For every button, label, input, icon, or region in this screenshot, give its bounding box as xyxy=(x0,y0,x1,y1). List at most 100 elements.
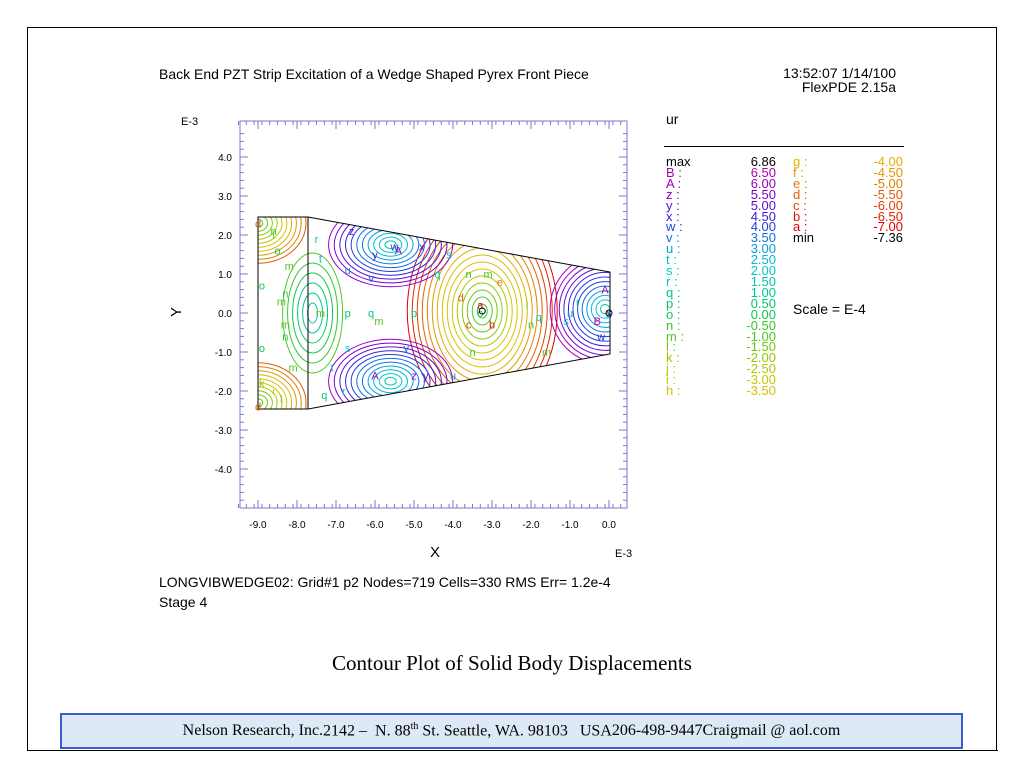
legend-level-row-20: h : -3.50 xyxy=(666,383,776,399)
legend-level-value: 2.50 xyxy=(750,252,776,268)
contour-line xyxy=(258,217,288,248)
x-tick-label: -3.0 xyxy=(483,520,501,531)
contour-label: o xyxy=(259,281,265,293)
legend-level-label: A : xyxy=(666,175,682,191)
contour-label: o xyxy=(477,308,483,320)
contour-line xyxy=(581,285,610,333)
contour-line xyxy=(258,362,307,409)
contour-label: u xyxy=(567,308,573,320)
x-tick-label: -4.0 xyxy=(444,520,462,531)
run-info: LONGVIBWEDGE02: Grid#1 p2 Nodes=719 Cell… xyxy=(159,574,611,590)
contour-label: z xyxy=(411,370,417,382)
contour-label: B xyxy=(594,316,601,328)
legend-level-value: 2.00 xyxy=(750,263,776,279)
contour-line xyxy=(451,268,513,354)
contour-line xyxy=(333,342,448,409)
legend-level-label: s : xyxy=(666,263,680,279)
contour-label: v xyxy=(403,343,409,355)
x-tick-label: -1.0 xyxy=(561,520,579,531)
contour-line xyxy=(471,296,493,326)
contour-line xyxy=(302,292,324,334)
contour-line xyxy=(258,217,307,264)
contour-label: i xyxy=(272,386,274,398)
legend-level-row-17: k : -2.00 xyxy=(666,351,776,364)
contour-line xyxy=(282,252,344,374)
contour-label: m xyxy=(289,363,298,375)
legend-level-label: r : xyxy=(666,273,678,289)
legend-level-value: 3.50 xyxy=(750,230,776,246)
contour-label: x xyxy=(606,308,612,320)
contour-label: n xyxy=(282,331,288,343)
y-tick-label: -4.0 xyxy=(215,465,233,476)
contour-line xyxy=(258,394,269,409)
contour-line xyxy=(577,281,610,338)
contour-label: r xyxy=(576,296,580,308)
contour-line xyxy=(441,254,523,368)
legend-level-row-6: a : -7.00 xyxy=(793,220,903,233)
contour-label: c xyxy=(466,320,472,332)
contour-label: s xyxy=(345,343,351,355)
legend-level-row-12: p : 0.50 xyxy=(666,295,776,311)
legend-max-row: max 6.86 xyxy=(666,154,776,169)
contour-label: l xyxy=(272,230,274,242)
contour-line xyxy=(345,217,437,276)
legend-level-row-5: w : 4.00 xyxy=(666,220,776,233)
contour-line xyxy=(258,374,293,409)
contour-label: a xyxy=(477,300,484,312)
contour-line xyxy=(258,382,283,409)
legend-level-value: -6.00 xyxy=(873,197,903,213)
legend-level-value: -5.00 xyxy=(873,175,903,191)
legend-level-row-1: A : 6.00 xyxy=(666,175,776,191)
legend-level-value: -5.50 xyxy=(873,186,903,202)
contour-label: y xyxy=(372,250,378,262)
legend-level-row-2: z : 5.50 xyxy=(666,188,776,201)
legend-max-value: 6.86 xyxy=(750,154,776,169)
legend-level-label: x : xyxy=(666,208,680,224)
legend-level-label: p : xyxy=(666,295,681,311)
legend-level-row-10: r : 1.50 xyxy=(666,273,776,289)
contour-label: m xyxy=(316,308,325,320)
legend-level-label: g : xyxy=(793,154,808,169)
contour-line xyxy=(339,346,442,409)
legend-level-label: l : xyxy=(666,339,677,355)
contour-line xyxy=(446,261,518,361)
contour-line xyxy=(287,262,339,364)
contour-label: w xyxy=(390,242,399,254)
x-tick-label: -5.0 xyxy=(405,520,423,531)
contour-label: m xyxy=(285,261,294,273)
contour-line xyxy=(373,232,409,257)
legend-level-row-7: u : 3.00 xyxy=(666,242,776,255)
contour-line xyxy=(297,282,329,344)
x-tick-label: -8.0 xyxy=(288,520,306,531)
contour-line xyxy=(258,398,264,408)
program-version: FlexPDE 2.15a xyxy=(801,79,896,95)
contour-line xyxy=(328,338,454,409)
contour-label: m xyxy=(484,269,493,281)
legend-level-value: -0.50 xyxy=(746,317,776,333)
legend-level-value: -1.50 xyxy=(746,339,776,355)
slide-frame xyxy=(27,27,997,751)
contour-label: d xyxy=(255,402,261,414)
contour-label: t xyxy=(319,253,322,265)
contour-label: d xyxy=(255,218,261,230)
legend-level-row-19: i : -3.00 xyxy=(666,373,776,386)
legend-level-row-8: t : 2.50 xyxy=(666,252,776,268)
contour-label: x xyxy=(419,242,425,254)
slide-caption: Contour Plot of Solid Body Displacements xyxy=(332,651,692,675)
contour-label: e xyxy=(497,277,503,289)
legend-level-row-4: c : -6.00 xyxy=(793,197,903,213)
contour-line xyxy=(258,217,293,252)
minor-ticks xyxy=(238,121,627,508)
contour-label: q xyxy=(321,390,327,402)
legend-level-row-14: n : -0.50 xyxy=(666,317,776,333)
x-exponent-label: E-3 xyxy=(615,548,632,560)
contour-line xyxy=(328,217,454,288)
legend-level-label: j : xyxy=(666,361,677,377)
y-exponent-label: E-3 xyxy=(181,116,198,128)
y-axis-ticks: 4.0 3.0 2.0 1.0 0.0 -1.0 -2.0 -3.0 -4.0 xyxy=(215,153,627,476)
contour-line xyxy=(572,276,610,342)
legend-level-label: h : xyxy=(666,383,681,399)
y-tick-label: -2.0 xyxy=(215,387,233,398)
contour-label: p xyxy=(345,308,351,320)
